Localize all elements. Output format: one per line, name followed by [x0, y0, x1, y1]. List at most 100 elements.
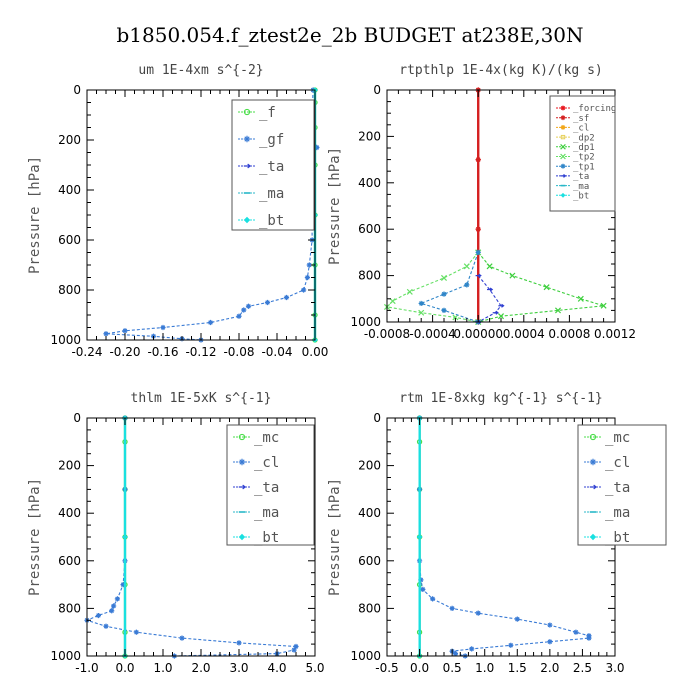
x-tick-label: 2.0: [540, 661, 559, 675]
y-tick-label: 1000: [350, 649, 381, 663]
data-point: [452, 651, 458, 657]
x-tick-label: 0.00000: [453, 327, 503, 341]
chart-panel-3: thlm 1E-5xK s^{-1} Pressure [hPa] -1.0 0.0 1…: [27, 391, 325, 675]
y-tick-label: 1000: [50, 333, 81, 347]
legend-label-forcing: _forcing: [573, 104, 616, 114]
series-line-tp2: [385, 252, 479, 323]
data-point: [241, 307, 247, 313]
data-point: [430, 596, 436, 602]
y-tick-label: 800: [58, 601, 81, 615]
x-tick-label: 0.00: [302, 345, 329, 359]
x-tick-label: 0.0: [410, 661, 429, 675]
data-point: [293, 643, 299, 650]
legend-marker-cl: [589, 458, 597, 466]
data-point: [543, 284, 550, 291]
data-point: [103, 623, 109, 629]
data-point: [498, 303, 505, 308]
x-tick-label: -0.0004: [409, 327, 455, 341]
data-point: [418, 577, 424, 583]
data-point: [452, 314, 459, 321]
data-point: [600, 302, 607, 309]
legend-box: [231, 99, 315, 231]
x-tick-label: 3.0: [229, 661, 248, 675]
legend-marker-dp1: [560, 143, 566, 150]
data-point: [573, 629, 579, 635]
legend-label-dp2: _dp2: [573, 133, 595, 143]
data-point: [283, 294, 290, 301]
legend-marker-mc: [238, 433, 246, 441]
data-point: [133, 629, 139, 635]
data-point: [475, 226, 481, 232]
y-tick-label: 200: [358, 459, 381, 473]
series-line-dp1: [477, 252, 604, 323]
data-point: [475, 273, 482, 278]
legend-box: [226, 424, 315, 546]
x-tick-label: 0.0: [115, 661, 134, 675]
legend-label-tp1: _tp1: [573, 162, 595, 172]
data-point: [508, 642, 514, 648]
legend-label-mc: _mc: [254, 430, 279, 446]
data-point: [441, 307, 447, 313]
legend-marker-forcing: [560, 105, 566, 111]
y-axis-label: Pressure [hPa]: [27, 156, 43, 274]
data-point: [122, 534, 128, 540]
data-point: [264, 299, 271, 306]
y-tick-label: 600: [58, 233, 81, 247]
y-axis-label: Pressure [hPa]: [327, 478, 343, 596]
x-tick-label: -0.12: [185, 345, 216, 359]
x-tick-label: -0.5: [375, 661, 398, 675]
legend: _f _gf _ta _ma _bt: [231, 99, 315, 231]
legend-label-bt: _bt: [254, 530, 279, 546]
y-tick-label: 1000: [50, 649, 81, 663]
legend-label-cl: _cl: [573, 124, 589, 134]
x-tick-label: -0.08: [223, 345, 254, 359]
legend-label-bt: _bt: [605, 530, 630, 546]
data-point: [111, 603, 117, 609]
y-tick-label: 800: [358, 269, 381, 283]
chart-panel-2: rtpthlp 1E-4x(kg K)/(kg s) Pressure [hPa]…: [327, 63, 636, 341]
x-tick-label: 2.0: [191, 661, 210, 675]
legend-label-ta: _ta: [259, 159, 284, 175]
legend: _mc _cl _ta _ma _bt: [577, 424, 667, 546]
data-point: [109, 608, 115, 614]
data-point: [389, 298, 396, 305]
chart-panel-1: um 1E-4xm s^{-2} Pressure [hPa] -0.24 -0.20…: [27, 63, 328, 359]
data-point: [236, 640, 242, 646]
x-tick-label: -1.0: [75, 661, 98, 675]
legend-label-f: _f: [259, 105, 276, 121]
data-point: [492, 310, 499, 315]
data-point: [301, 287, 307, 293]
legend-label-ma: _ma: [259, 186, 284, 202]
figure-title: b1850.054.f_ztest2e_2b BUDGET at238E,30N: [116, 23, 583, 47]
legend-label-dp1: _dp1: [573, 143, 595, 153]
data-point: [475, 249, 481, 255]
series-line-gf: [105, 89, 318, 341]
x-tick-label: -0.20: [109, 345, 140, 359]
legend-marker-ta: [238, 484, 247, 490]
legend-marker-sf: [560, 115, 566, 121]
legend-label-mc: _mc: [605, 430, 630, 446]
legend-marker-bt: [560, 192, 566, 198]
legend: _mc _cl _ta _ma _bt: [226, 424, 315, 546]
legend-marker-mc: [589, 433, 597, 441]
x-tick-label: 2.5: [573, 661, 592, 675]
legend-marker-ta: [243, 163, 252, 169]
data-point: [514, 616, 520, 622]
data-point: [509, 272, 516, 279]
y-tick-label: 800: [358, 601, 381, 615]
data-point: [207, 319, 214, 326]
data-point: [464, 282, 470, 288]
data-point: [554, 307, 562, 314]
x-tick-label: 0.5: [443, 661, 462, 675]
data-point: [179, 635, 185, 641]
legend-label-tp2: _tp2: [573, 153, 595, 163]
data-point: [306, 262, 312, 268]
data-point: [314, 144, 320, 151]
legend-box: [577, 424, 667, 546]
y-tick-label: 400: [358, 506, 381, 520]
data-point: [486, 263, 493, 270]
panel-title: rtpthlp 1E-4x(kg K)/(kg s): [399, 63, 603, 78]
y-tick-label: 0: [373, 83, 381, 97]
legend-marker-tp2: [560, 153, 566, 160]
data-point: [122, 328, 128, 334]
